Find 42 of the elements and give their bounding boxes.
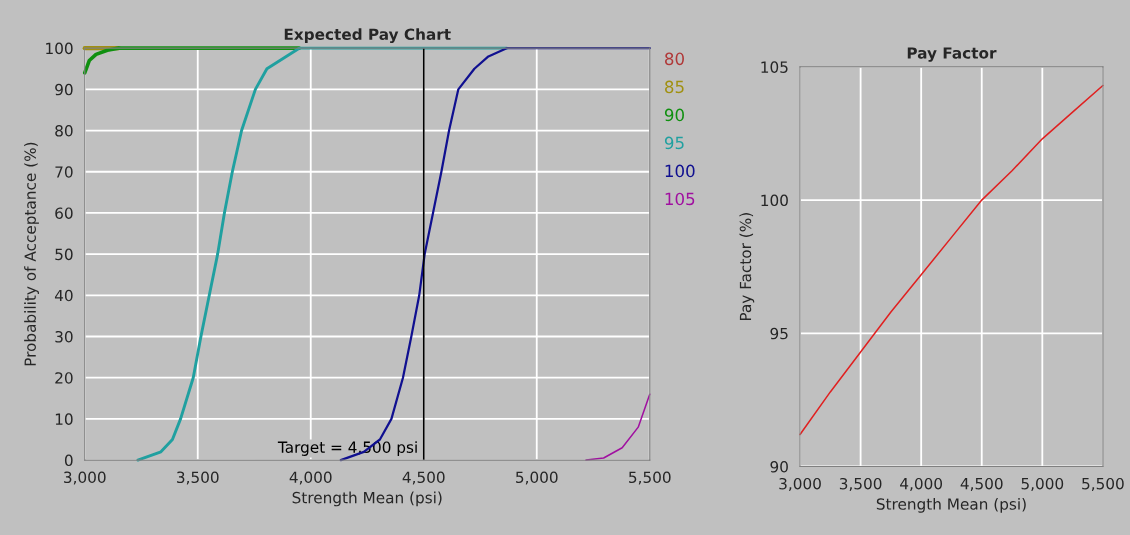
line-series [799,84,1104,436]
line-series [136,46,509,462]
text: 85 [665,80,684,94]
line-series [82,46,302,75]
y-tick-label: 20 [55,372,73,384]
text: 90 [664,108,684,122]
y-tick-label: 10 [55,413,73,425]
legend-label: 80 [665,52,684,66]
y-tick-label: 90 [55,83,73,96]
y-axis-title: Pay Factor (%) [739,213,755,321]
y-axis-title: Probability of Acceptance (%) [24,142,39,366]
y-tick-label: 60 [55,207,73,219]
x-tick-label: 3,500 [839,477,882,492]
text: 95 [664,136,684,150]
y-tick-label: 50 [55,248,73,261]
x-tick-label: 4,000 [289,471,332,485]
x-tick-label: 5,000 [516,471,558,485]
text: 100 [665,164,695,178]
text: 105 [665,192,695,206]
y-tick-label: 100 [46,42,73,55]
x-tick-label: 5,500 [1082,477,1124,492]
x-tick-label: 3,000 [64,471,106,485]
chart-title: Pay Factor [907,47,997,62]
y-tick-label: 90 [770,460,788,473]
x-tick-label: 4,500 [402,471,445,485]
y-tick-label: 70 [55,166,73,178]
x-tick-label: 5,000 [1021,477,1064,492]
y-tick-label: 95 [770,327,788,340]
y-tick-label: 30 [55,330,73,343]
y-tick-label: 105 [761,61,788,73]
x-tick-label: 3,500 [177,471,219,485]
y-tick-label: 0 [64,454,73,467]
x-tick-label: 5,500 [629,471,671,485]
y-tick-label: 100 [761,194,788,207]
y-tick-label: 40 [54,289,73,302]
x-tick-label: 3,000 [779,477,821,492]
x-axis-title: Strength Mean (psi) [292,491,442,507]
y-tick-label: 80 [55,125,73,137]
x-tick-label: 4,500 [960,477,1003,492]
chart-title: Expected Pay Chart [284,28,451,44]
x-axis-title: Strength Mean (psi) [876,497,1026,513]
x-tick-label: 4,000 [900,477,943,492]
